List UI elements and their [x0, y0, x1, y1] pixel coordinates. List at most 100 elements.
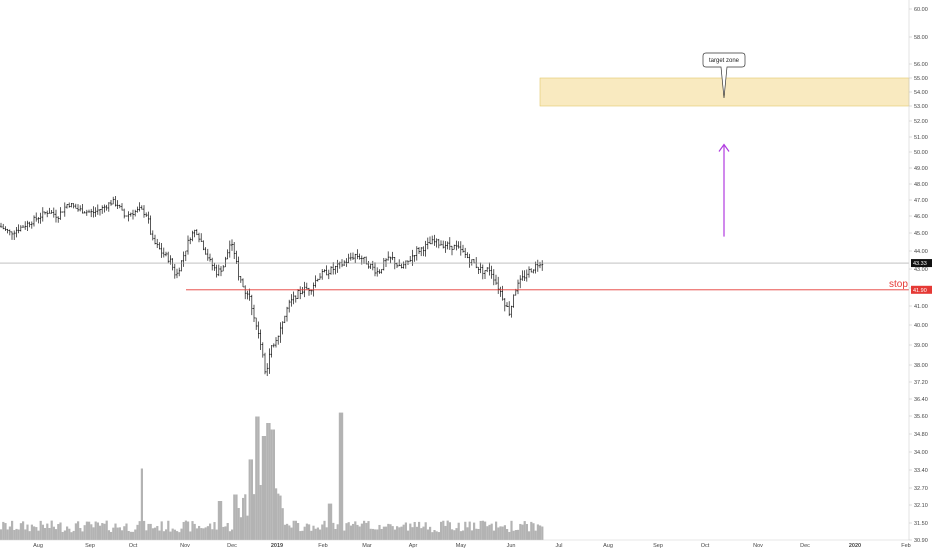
volume-bar: [37, 530, 40, 540]
candle: [323, 269, 326, 273]
volume-bar: [336, 524, 339, 540]
candle: [250, 294, 253, 316]
target-zone-callout[interactable]: target zone: [702, 52, 746, 99]
volume-bar: [149, 523, 152, 540]
candle: [352, 252, 354, 260]
candle: [248, 288, 251, 301]
volume-bar: [147, 523, 150, 540]
y-tick-label: 37.20: [914, 380, 928, 386]
candle: [503, 298, 506, 312]
volume-bar: [415, 526, 418, 540]
volume-bar: [499, 526, 502, 540]
volume-bar: [61, 531, 64, 540]
volume-bar: [424, 522, 427, 540]
candle: [246, 290, 249, 300]
volume-bar: [270, 429, 273, 540]
candle: [233, 242, 236, 260]
x-axis[interactable]: Aug Sep Oct Nov Dec 2019 Feb Mar Apr May Jun Jul Aug…: [33, 543, 911, 549]
volume-bar: [173, 529, 176, 540]
volume-bar: [167, 520, 170, 540]
candle: [277, 335, 280, 345]
candle: [398, 259, 401, 267]
volume-bar: [264, 436, 267, 540]
volume-bar: [17, 529, 20, 540]
volume-bar: [94, 521, 97, 540]
volume-bar: [202, 528, 205, 540]
volume-bar: [235, 494, 238, 540]
volume-bar: [398, 527, 401, 540]
volume-bar: [286, 523, 289, 540]
x-tick-label: Oct: [129, 543, 138, 549]
candle: [519, 275, 522, 289]
candle: [24, 221, 27, 230]
volume-bar: [358, 526, 361, 540]
volume-bar: [213, 522, 216, 540]
candle: [332, 262, 335, 275]
volume-bar: [431, 532, 434, 540]
x-tick-label: Aug: [603, 543, 613, 549]
y-tick-label: 47.00: [914, 198, 928, 204]
volume-bar: [206, 526, 209, 540]
candle: [376, 267, 379, 277]
candle: [2, 223, 5, 230]
candle: [59, 207, 62, 220]
candle: [499, 286, 502, 297]
volume-bar: [127, 530, 130, 540]
candle: [101, 205, 104, 214]
candle: [28, 221, 31, 228]
volume-bar: [490, 523, 493, 540]
volume-bar: [180, 528, 183, 540]
x-tick-label: Feb: [901, 543, 910, 549]
volume-bar: [407, 530, 410, 540]
volume-bar: [343, 530, 346, 540]
candle: [297, 288, 299, 299]
x-tick-label: Jun: [507, 543, 516, 549]
volume-bar: [508, 531, 511, 540]
volume-bar: [145, 530, 148, 540]
volume-bar: [402, 524, 405, 540]
volume-bar: [52, 526, 55, 540]
volume-bar: [437, 532, 440, 540]
candle: [33, 215, 35, 227]
y-tick-label: 49.00: [914, 166, 928, 172]
volume-bar: [363, 520, 366, 540]
candle: [442, 240, 445, 249]
y-tick-label: 31.50: [914, 521, 928, 527]
volume-bar: [380, 529, 383, 540]
volume-bar: [250, 459, 253, 540]
volume-bar: [338, 412, 341, 540]
candle: [413, 254, 416, 262]
candle: [310, 289, 313, 295]
candle: [127, 211, 130, 222]
candle: [96, 204, 99, 215]
candle: [242, 278, 244, 288]
candle: [151, 230, 154, 241]
candle: [222, 265, 225, 272]
candle: [541, 260, 544, 271]
candle: [19, 225, 22, 232]
volume-bar: [385, 526, 388, 540]
candle: [501, 285, 504, 301]
candle: [468, 253, 471, 268]
y-tick-label: 36.40: [914, 397, 928, 403]
volume-bar: [453, 530, 456, 540]
candle: [191, 230, 194, 242]
volume-bar: [341, 412, 344, 540]
volume-bar: [360, 523, 363, 540]
volume-bar: [334, 528, 337, 540]
candle: [11, 231, 13, 240]
y-tick-label: 34.00: [914, 450, 928, 456]
volume-bar: [41, 524, 44, 540]
volume-bar: [134, 529, 137, 540]
y-tick-label: 56.00: [914, 62, 928, 68]
y-tick-label: 32.70: [914, 486, 928, 492]
volume-bar: [305, 523, 308, 540]
candle: [464, 247, 467, 259]
y-axis[interactable]: 60.00 58.00 56.00 55.00 54.00 53.00 52.00 51.00…: [909, 7, 928, 544]
callout-bubble: [702, 52, 746, 99]
candle: [325, 265, 328, 276]
candle: [275, 337, 277, 348]
y-tick-label: 50.00: [914, 150, 928, 156]
candle: [110, 200, 112, 206]
